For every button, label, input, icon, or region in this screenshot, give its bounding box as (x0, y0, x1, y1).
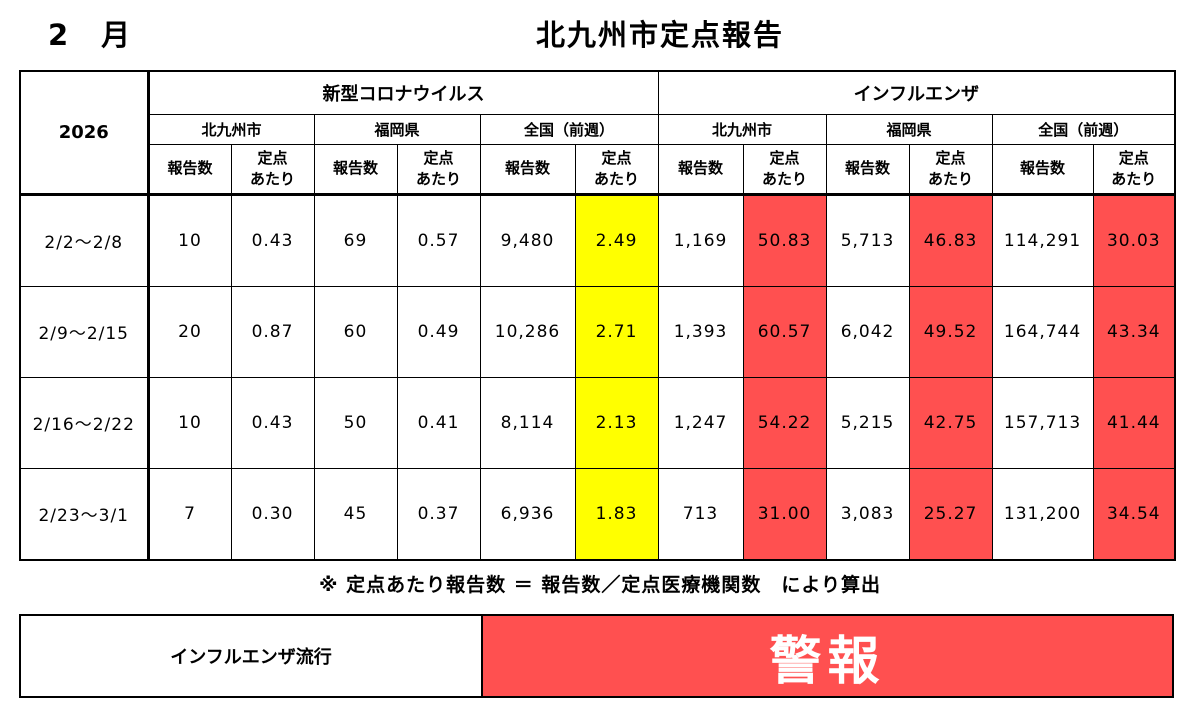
flu-kitakyushu-count: 713 (657, 467, 744, 561)
count-header: 報告数 (657, 143, 744, 196)
flu-national-per-site: 43.34 (1092, 285, 1177, 378)
covid-kitakyushu-per-site: 0.87 (230, 285, 315, 378)
group-header-influenza: インフルエンザ (657, 70, 1177, 115)
per-site-header: 定点 あたり (742, 143, 827, 196)
influenza-status-box: インフルエンザ流行 警報 (19, 614, 1174, 698)
flu-fukuoka-per-site: 49.52 (908, 285, 993, 378)
per-site-header: 定点 あたり (1092, 143, 1177, 196)
flu-kitakyushu-count: 1,247 (657, 376, 744, 469)
covid-kitakyushu-count: 20 (147, 285, 232, 378)
count-header: 報告数 (147, 143, 232, 196)
flu-kitakyushu-per-site: 31.00 (742, 467, 827, 561)
flu-kitakyushu-count: 1,169 (657, 193, 744, 287)
region-header: 全国（前週） (479, 113, 659, 145)
covid-national-per-site: 2.71 (574, 285, 659, 378)
period-cell: 2/9～2/15 (19, 285, 150, 378)
per-site-header: 定点 あたり (396, 143, 481, 196)
covid-fukuoka-per-site: 0.37 (396, 467, 481, 561)
page-title: 北九州市定点報告 (535, 18, 784, 52)
flu-fukuoka-per-site: 25.27 (908, 467, 993, 561)
year-header: 2026 (19, 70, 150, 196)
flu-fukuoka-count: 5,713 (825, 193, 910, 287)
covid-kitakyushu-per-site: 0.30 (230, 467, 315, 561)
flu-kitakyushu-per-site: 60.57 (742, 285, 827, 378)
covid-national-count: 10,286 (479, 285, 576, 378)
count-header: 報告数 (313, 143, 398, 196)
covid-fukuoka-per-site: 0.41 (396, 376, 481, 469)
period-cell: 2/2～2/8 (19, 193, 150, 287)
region-header: 北九州市 (147, 113, 315, 145)
covid-fukuoka-count: 69 (313, 193, 398, 287)
table-row: 2/16～2/22 10 0.43 50 0.41 8,114 2.13 1,2… (19, 376, 1177, 469)
status-label: インフルエンザ流行 (21, 616, 483, 696)
flu-national-count: 131,200 (991, 467, 1094, 561)
covid-national-per-site: 1.83 (574, 467, 659, 561)
covid-national-per-site: 2.49 (574, 193, 659, 287)
flu-national-per-site: 41.44 (1092, 376, 1177, 469)
region-header: 北九州市 (657, 113, 827, 145)
flu-national-per-site: 34.54 (1092, 467, 1177, 561)
covid-national-count: 9,480 (479, 193, 576, 287)
region-header: 全国（前週） (991, 113, 1177, 145)
flu-fukuoka-per-site: 42.75 (908, 376, 993, 469)
per-site-header: 定点 あたり (230, 143, 315, 196)
covid-fukuoka-per-site: 0.49 (396, 285, 481, 378)
flu-kitakyushu-count: 1,393 (657, 285, 744, 378)
flu-kitakyushu-per-site: 50.83 (742, 193, 827, 287)
period-cell: 2/23～3/1 (19, 467, 150, 561)
flu-national-count: 114,291 (991, 193, 1094, 287)
report-table: 2026 新型コロナウイルス インフルエンザ 北九州市 福岡県 全国（前週） 北… (19, 70, 1177, 561)
covid-kitakyushu-per-site: 0.43 (230, 193, 315, 287)
covid-kitakyushu-count: 10 (147, 376, 232, 469)
flu-national-count: 157,713 (991, 376, 1094, 469)
per-site-header: 定点 あたり (908, 143, 993, 196)
covid-fukuoka-count: 60 (313, 285, 398, 378)
status-alert: 警報 (483, 616, 1172, 696)
region-header: 福岡県 (313, 113, 481, 145)
covid-fukuoka-count: 45 (313, 467, 398, 561)
month-label: 2 月 (48, 18, 133, 52)
region-header: 福岡県 (825, 113, 993, 145)
covid-kitakyushu-count: 7 (147, 467, 232, 561)
table-row: 2/2～2/8 10 0.43 69 0.57 9,480 2.49 1,169… (19, 193, 1177, 287)
calculation-note: ※ 定点あたり報告数 ＝ 報告数／定点医療機関数 により算出 (319, 574, 881, 596)
flu-fukuoka-count: 3,083 (825, 467, 910, 561)
covid-kitakyushu-count: 10 (147, 193, 232, 287)
flu-fukuoka-count: 6,042 (825, 285, 910, 378)
count-header: 報告数 (479, 143, 576, 196)
covid-kitakyushu-per-site: 0.43 (230, 376, 315, 469)
period-cell: 2/16～2/22 (19, 376, 150, 469)
flu-national-per-site: 30.03 (1092, 193, 1177, 287)
covid-national-count: 6,936 (479, 467, 576, 561)
per-site-header: 定点 あたり (574, 143, 659, 196)
flu-fukuoka-per-site: 46.83 (908, 193, 993, 287)
covid-national-per-site: 2.13 (574, 376, 659, 469)
flu-fukuoka-count: 5,215 (825, 376, 910, 469)
flu-kitakyushu-per-site: 54.22 (742, 376, 827, 469)
flu-national-count: 164,744 (991, 285, 1094, 378)
covid-fukuoka-per-site: 0.57 (396, 193, 481, 287)
count-header: 報告数 (825, 143, 910, 196)
table-row: 2/23～3/1 7 0.30 45 0.37 6,936 1.83 713 3… (19, 467, 1177, 561)
covid-fukuoka-count: 50 (313, 376, 398, 469)
table-row: 2/9～2/15 20 0.87 60 0.49 10,286 2.71 1,3… (19, 285, 1177, 378)
covid-national-count: 8,114 (479, 376, 576, 469)
group-header-covid: 新型コロナウイルス (147, 70, 659, 115)
count-header: 報告数 (991, 143, 1094, 196)
